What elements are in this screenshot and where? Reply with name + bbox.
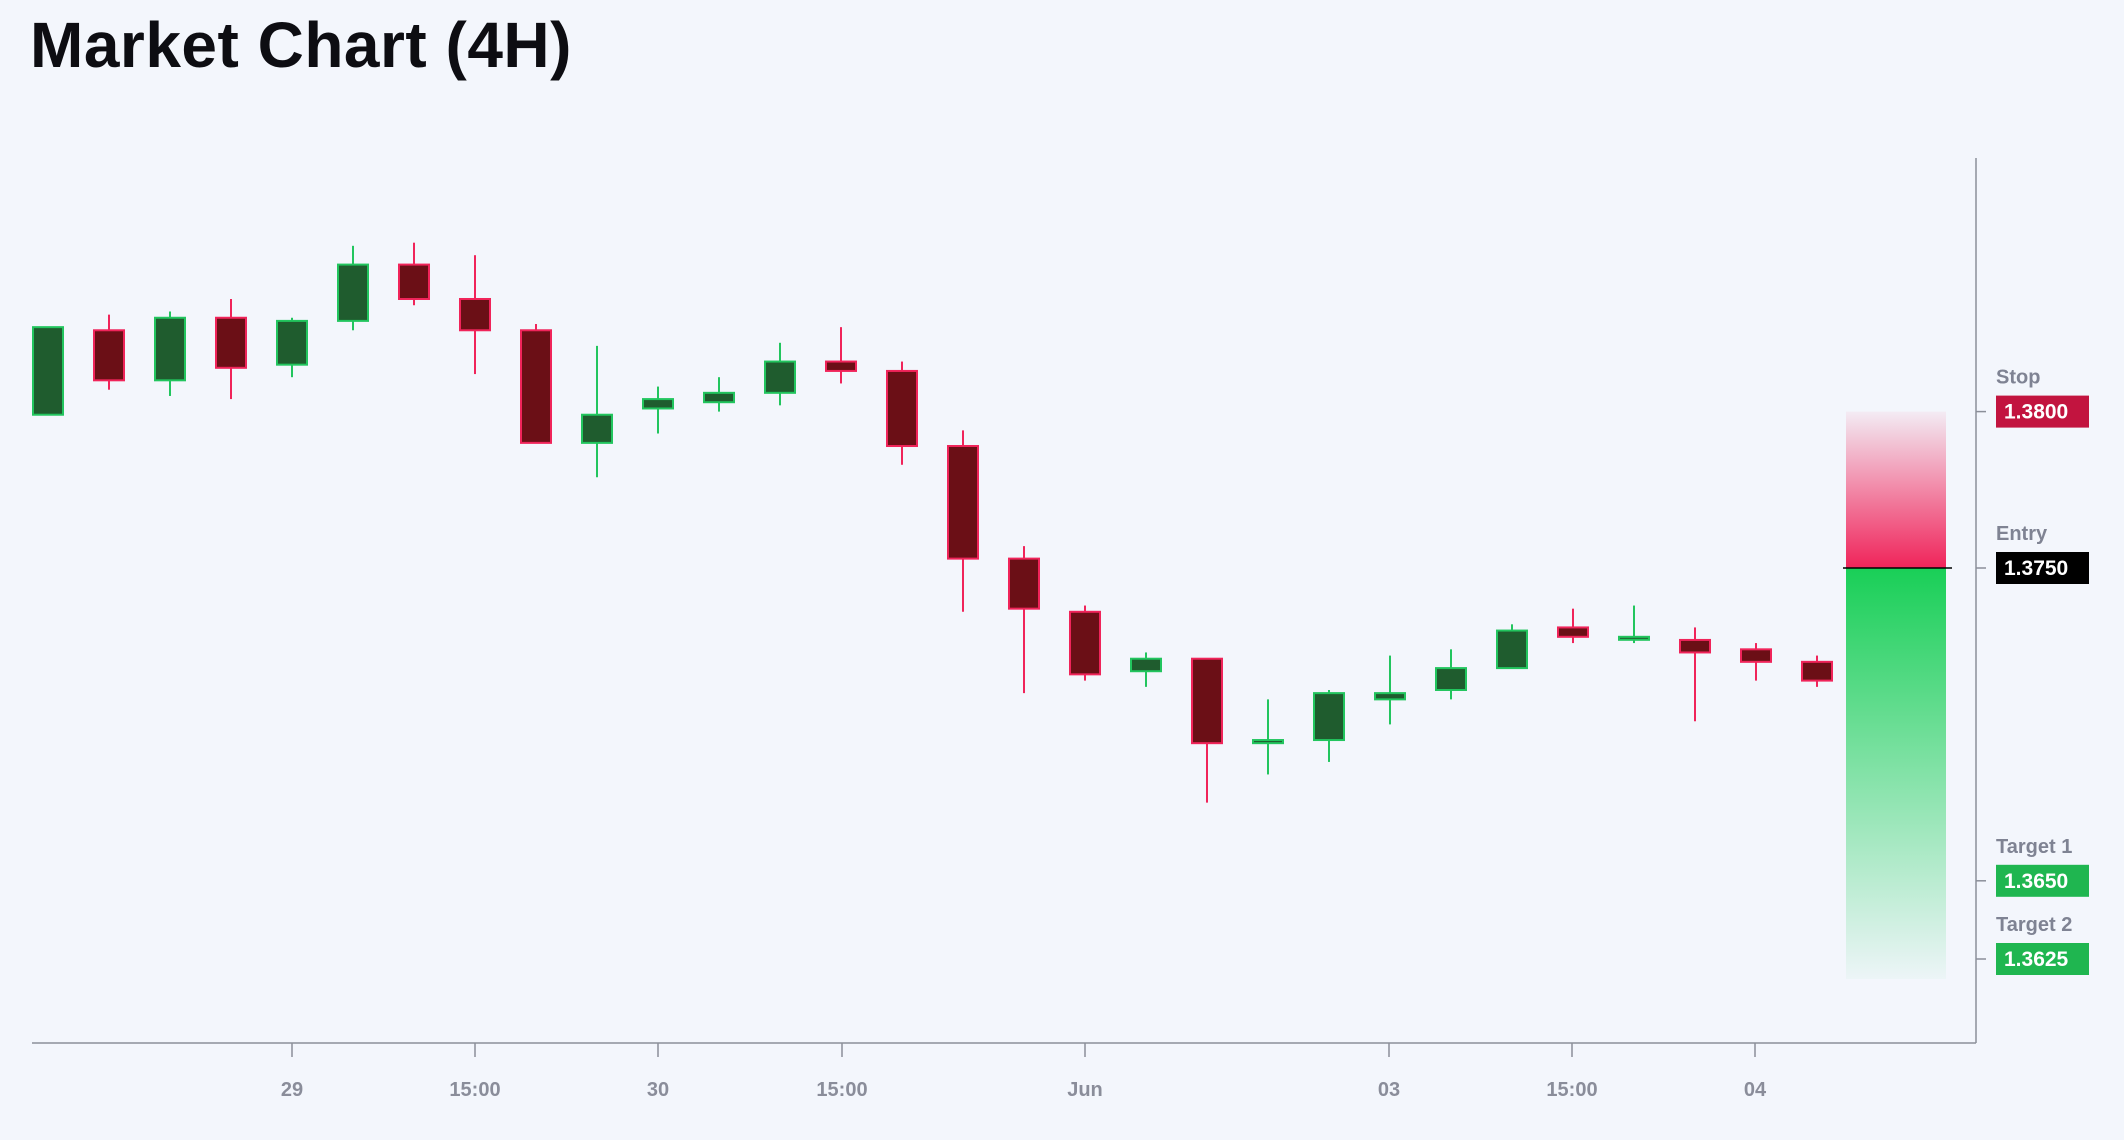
candle[interactable] — [215, 298, 247, 400]
candle[interactable] — [1313, 689, 1345, 762]
candle-body — [886, 369, 918, 448]
candle[interactable] — [1130, 652, 1162, 687]
candle[interactable] — [1801, 655, 1833, 687]
candle-body — [154, 316, 186, 382]
candle-body — [764, 360, 796, 394]
candle-body — [947, 445, 979, 560]
candle-body — [1252, 739, 1284, 745]
candle[interactable] — [32, 326, 64, 416]
candle-body — [1374, 692, 1406, 701]
candle-body — [93, 329, 125, 382]
candle[interactable] — [703, 377, 735, 412]
candle[interactable] — [825, 327, 857, 384]
x-tick-label: 03 — [1378, 1079, 1400, 1101]
level-badge-stop — [1996, 395, 2089, 428]
candle-body — [459, 297, 491, 332]
level-name-target: Target 1 — [1996, 836, 2072, 858]
candle-body — [337, 263, 369, 322]
level-badge-target — [1996, 864, 2089, 897]
candle-body — [1069, 610, 1101, 676]
candle-body — [1496, 629, 1528, 670]
level-badge-entry — [1996, 552, 2089, 584]
page-title: Market Chart (4H) — [30, 9, 572, 81]
candle[interactable] — [1435, 649, 1467, 700]
candle-body — [215, 316, 247, 369]
candle[interactable] — [1740, 643, 1772, 681]
candle-body — [1008, 557, 1040, 610]
candle-body — [1191, 657, 1223, 745]
x-tick-label: 04 — [1744, 1079, 1767, 1101]
candle-body — [398, 263, 430, 300]
candle[interactable] — [154, 311, 186, 396]
candle[interactable] — [1679, 627, 1711, 722]
x-tick-label: 30 — [647, 1079, 669, 1101]
candle[interactable] — [1252, 699, 1284, 775]
candle-body — [1313, 692, 1345, 742]
take-profit-zone — [1846, 568, 1946, 979]
candle[interactable] — [581, 345, 613, 478]
candle[interactable] — [459, 255, 491, 375]
candle[interactable] — [886, 361, 918, 465]
candle[interactable] — [642, 386, 674, 434]
candle-body — [581, 413, 613, 444]
stop-loss-zone — [1846, 411, 1946, 568]
x-tick-label: 15:00 — [1546, 1079, 1597, 1101]
candle[interactable] — [276, 317, 308, 378]
candle-body — [1679, 638, 1711, 654]
candle[interactable] — [947, 430, 979, 612]
candle-body — [1618, 635, 1650, 641]
candle-body — [825, 360, 857, 372]
candle[interactable] — [398, 242, 430, 306]
candle[interactable] — [1374, 655, 1406, 725]
candle-body — [1740, 648, 1772, 663]
level-badge-target — [1996, 943, 2089, 975]
candle[interactable] — [1557, 608, 1589, 644]
x-tick-label: 29 — [281, 1079, 303, 1101]
level-name-entry: Entry — [1996, 523, 2048, 545]
level-value-stop: 1.3800 — [2004, 401, 2068, 424]
candle-body — [1801, 660, 1833, 682]
level-value-entry: 1.3750 — [2004, 557, 2068, 580]
candle[interactable] — [1069, 605, 1101, 681]
candle-body — [703, 391, 735, 404]
candle-body — [520, 329, 552, 444]
candle[interactable] — [1191, 657, 1223, 803]
candle-body — [1435, 667, 1467, 691]
candle[interactable] — [93, 314, 125, 390]
candle-body — [1557, 626, 1589, 638]
candle[interactable] — [764, 342, 796, 406]
candle-body — [32, 326, 64, 416]
candle[interactable] — [1496, 624, 1528, 670]
candle[interactable] — [337, 245, 369, 331]
candle[interactable] — [1008, 546, 1040, 694]
x-tick-label: 15:00 — [816, 1079, 867, 1101]
x-tick-label: Jun — [1067, 1079, 1103, 1101]
level-name-stop: Stop — [1996, 367, 2040, 389]
x-tick-label: 15:00 — [449, 1079, 500, 1101]
candle[interactable] — [520, 324, 552, 444]
candle-body — [1130, 657, 1162, 673]
level-name-target: Target 2 — [1996, 914, 2072, 936]
candle-body — [276, 319, 308, 366]
level-value-target: 1.3650 — [2004, 870, 2068, 893]
candle[interactable] — [1618, 605, 1650, 644]
level-value-target: 1.3625 — [2004, 948, 2069, 971]
candle-body — [642, 398, 674, 410]
